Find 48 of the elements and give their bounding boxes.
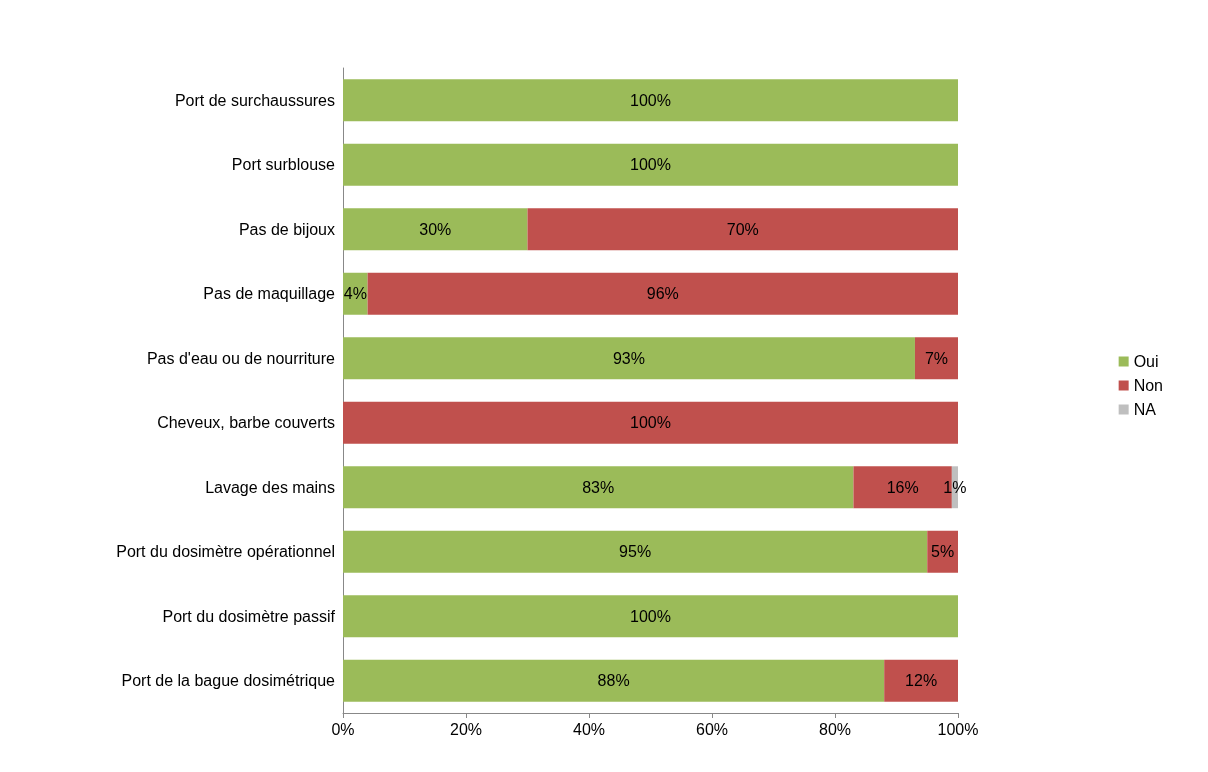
data-label: 96% bbox=[646, 285, 679, 303]
data-label: 83% bbox=[582, 478, 615, 496]
y-tick-label: Lavage des mains bbox=[205, 478, 335, 496]
x-tick-label: 60% bbox=[695, 720, 729, 738]
y-tick-label: Pas d'eau ou de nourriture bbox=[146, 349, 336, 367]
data-label: 88% bbox=[597, 672, 630, 690]
x-tick-label: 100% bbox=[937, 720, 979, 738]
bar bbox=[367, 272, 958, 315]
data-label: 93% bbox=[612, 349, 645, 367]
x-tick-label: 40% bbox=[572, 720, 606, 738]
data-label: 95% bbox=[619, 543, 652, 561]
data-label: 100% bbox=[630, 607, 671, 625]
bar bbox=[343, 79, 958, 122]
data-label: 4% bbox=[343, 285, 367, 303]
bar bbox=[343, 143, 958, 186]
data-label: 16% bbox=[886, 478, 919, 496]
bar bbox=[343, 530, 928, 573]
bar bbox=[343, 401, 958, 444]
y-tick-label: Pas de maquillage bbox=[203, 285, 336, 303]
data-label: 100% bbox=[630, 414, 671, 432]
y-tick-label: Cheveux, barbe couverts bbox=[157, 414, 335, 432]
data-label: 12% bbox=[905, 672, 938, 690]
bar bbox=[343, 337, 915, 380]
y-tick-label: Port du dosimètre passif bbox=[162, 607, 336, 625]
x-tick-label: 80% bbox=[818, 720, 852, 738]
bar bbox=[343, 208, 528, 251]
bar bbox=[343, 466, 854, 509]
legend-label: Oui bbox=[1133, 353, 1159, 370]
data-label: 100% bbox=[630, 156, 671, 174]
data-label: 7% bbox=[924, 349, 949, 367]
data-label: 30% bbox=[419, 220, 452, 238]
data-label: 100% bbox=[630, 91, 671, 109]
data-label: 5% bbox=[931, 543, 955, 561]
legend-label: Non bbox=[1133, 377, 1164, 394]
y-tick-label: Port surblouse bbox=[231, 156, 336, 174]
x-tick-label: 20% bbox=[449, 720, 483, 738]
y-tick-label: Port de la bague dosimétrique bbox=[121, 672, 336, 690]
x-tick-label: 0% bbox=[331, 720, 355, 738]
y-tick-label: Pas de bijoux bbox=[238, 220, 335, 238]
bar bbox=[343, 595, 958, 638]
legend-label: NA bbox=[1133, 401, 1157, 418]
bar bbox=[914, 337, 958, 380]
bar bbox=[884, 659, 958, 702]
y-tick-label: Port de surchaussures bbox=[174, 91, 335, 109]
bar bbox=[527, 208, 958, 251]
data-label: 70% bbox=[726, 220, 759, 238]
y-tick-label: Port du dosimètre opérationnel bbox=[116, 543, 335, 561]
bar bbox=[343, 659, 885, 702]
